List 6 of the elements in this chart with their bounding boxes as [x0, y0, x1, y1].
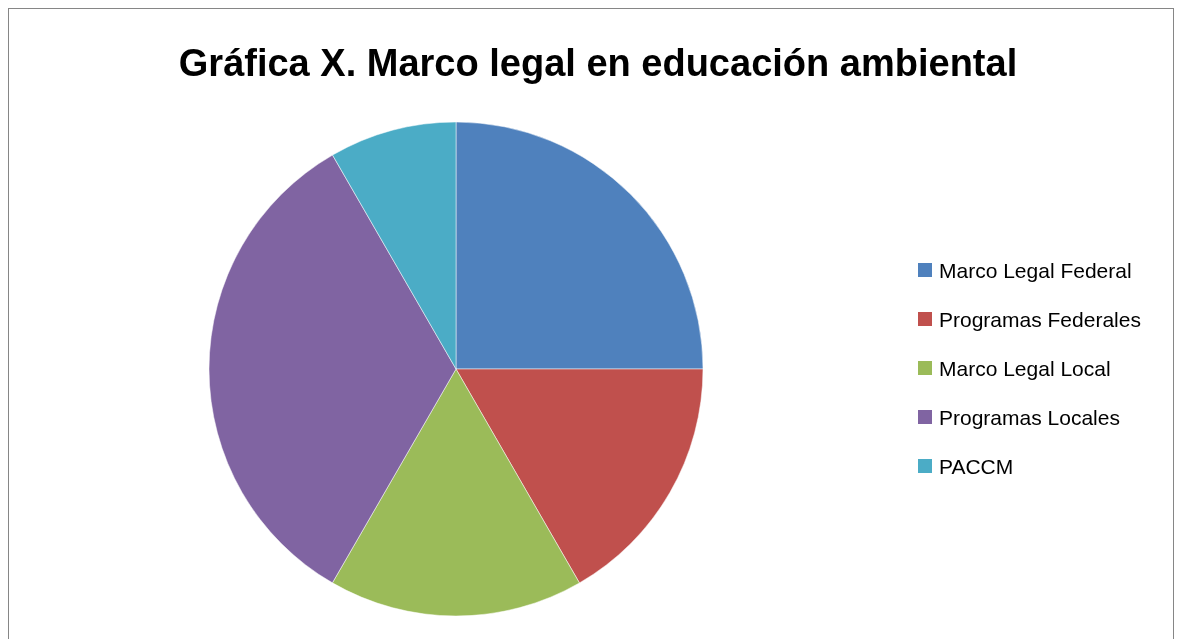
- legend-label: PACCM: [939, 454, 1014, 478]
- legend-label: Marco Legal Federal: [939, 258, 1132, 282]
- legend-label: Programas Locales: [939, 405, 1120, 429]
- chart-title: Gráfica X. Marco legal en educación ambiental: [178, 42, 1018, 84]
- legend-label: Marco Legal Local: [939, 356, 1111, 380]
- legend-label: Programas Federales: [939, 307, 1141, 331]
